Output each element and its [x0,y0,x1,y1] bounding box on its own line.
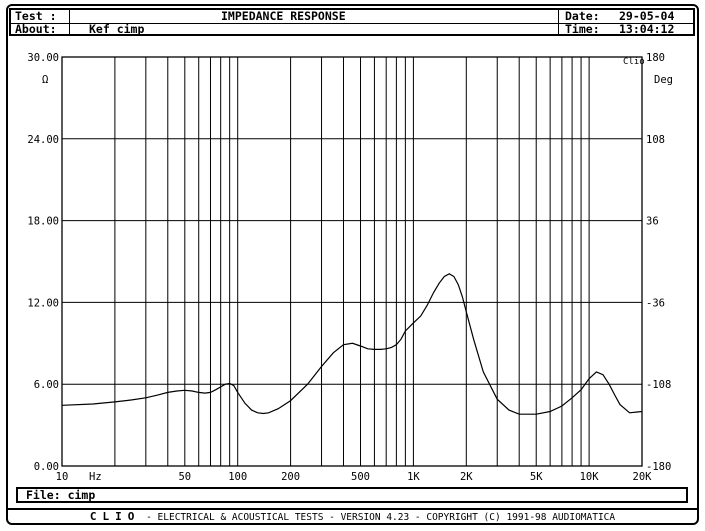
y-tick-label: 30.00 [27,52,59,64]
x-tick-label: 20K [633,471,653,483]
time-value: 13:04:12 [619,22,675,36]
chart-title: IMPEDANCE RESPONSE [221,9,346,23]
x-axis-label: Hz [89,471,102,483]
x-tick-label: 50 [178,471,191,483]
y-tick-label: 0.00 [34,461,59,473]
y-tick-label: 24.00 [27,134,59,146]
x-tick-label: 10 [56,471,69,483]
tick-labels: 0.00 6.00 12.00 18.00 24.00 30.00 -180 -108 -36 3… [27,52,671,483]
window-frame [6,4,699,525]
header-row-top: Test : IMPEDANCE RESPONSE Date: 29-05-04 [11,10,693,24]
header-divider [69,23,70,36]
footer-bar: CLIO - ELECTRICAL & ACOUSTICAL TESTS - V… [6,508,699,524]
about-value: Kef cimp [89,22,145,36]
footer-text: - ELECTRICAL & ACOUSTICAL TESTS - VERSIO… [140,512,616,523]
about-label: About: [15,22,57,36]
y2-tick-label: 180 [646,52,665,64]
y2-tick-label: -36 [646,297,665,309]
x-tick-label: 500 [351,471,370,483]
y-tick-label: 18.00 [27,216,59,228]
y2-tick-label: 36 [646,216,659,228]
date-value: 29-05-04 [619,9,675,23]
x-tick-label: 100 [228,471,247,483]
y-tick-label: 6.00 [34,379,59,391]
file-bar: File: cimp [16,487,688,503]
clio-corner-label: Clio [623,57,645,67]
y2-tick-label: -108 [646,379,671,391]
file-label: File: [26,488,61,502]
y-axis-label: Ω [42,74,48,86]
header-divider [69,10,70,23]
x-tick-label: 1K [407,471,420,483]
y2-axis-label: Deg [654,74,673,86]
grid [62,57,642,466]
x-tick-label: 10K [580,471,600,483]
x-tick-label: 2K [460,471,473,483]
impedance-curve [61,273,643,415]
x-tick-label: 5K [530,471,543,483]
y2-tick-label: -180 [646,461,671,473]
y-tick-label: 12.00 [27,297,59,309]
footer-brand: CLIO [89,510,141,523]
date-label: Date: [565,9,600,23]
header-panel: Test : IMPEDANCE RESPONSE Date: 29-05-04… [9,8,695,36]
test-label: Test : [15,9,57,23]
y2-tick-label: 108 [646,134,665,146]
time-label: Time: [565,22,600,36]
plot-area [61,56,643,467]
x-tick-label: 200 [281,471,300,483]
header-divider [558,10,559,34]
file-name: cimp [67,488,96,502]
